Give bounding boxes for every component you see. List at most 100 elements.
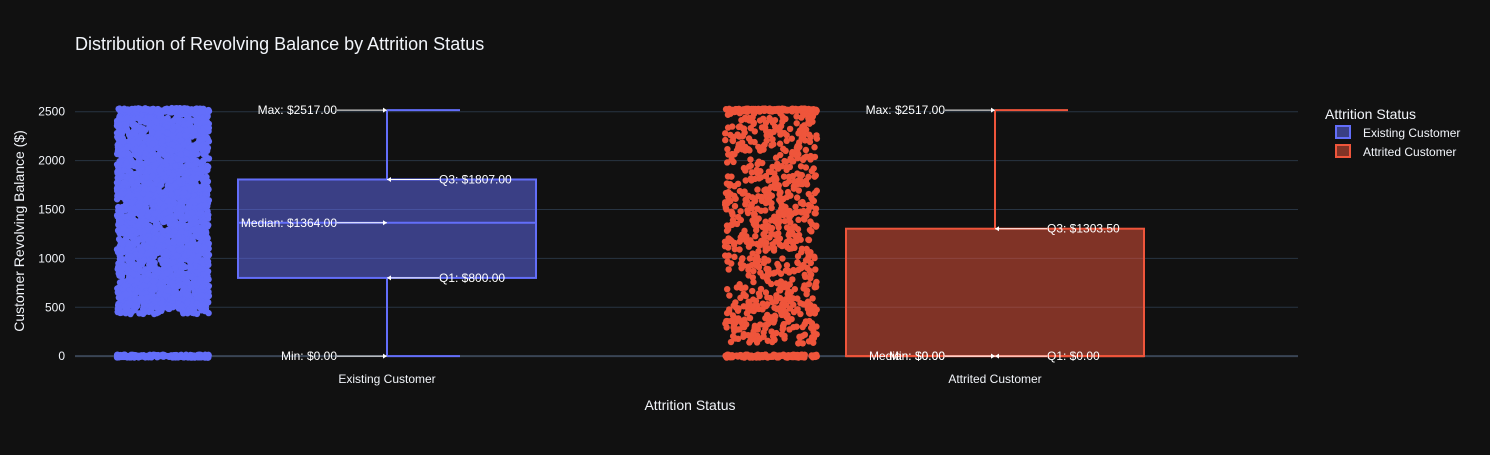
data-point: [170, 239, 178, 246]
data-point: [136, 310, 143, 317]
data-point: [788, 294, 795, 302]
data-point: [793, 353, 800, 361]
data-point: [199, 115, 206, 123]
data-point: [133, 277, 140, 284]
data-point: [742, 167, 749, 174]
data-point: [808, 334, 816, 341]
data-point: [156, 167, 163, 174]
data-point: [149, 156, 156, 163]
data-point: [722, 130, 729, 137]
arrow-head: [995, 226, 999, 232]
box-existing-customer: [237, 109, 537, 358]
data-point: [780, 173, 788, 180]
data-point: [731, 202, 739, 210]
data-point: [156, 199, 163, 207]
data-point: [730, 133, 737, 141]
data-point: [722, 204, 730, 212]
data-point: [725, 188, 732, 196]
data-point: [729, 123, 736, 130]
data-point: [723, 285, 731, 293]
data-point: [123, 306, 130, 314]
data-point: [194, 196, 202, 204]
data-point: [175, 143, 182, 151]
data-point: [764, 257, 772, 264]
data-point: [143, 221, 150, 228]
data-point: [136, 202, 143, 210]
data-point: [185, 114, 192, 121]
data-point: [743, 321, 750, 328]
data-point: [766, 114, 773, 122]
data-point: [741, 188, 748, 195]
jitter-points: [113, 104, 821, 361]
data-point: [739, 231, 746, 238]
data-point: [756, 292, 763, 300]
data-point: [812, 266, 819, 273]
data-point: [792, 203, 799, 210]
data-point: [795, 231, 803, 239]
data-point: [147, 107, 155, 115]
data-point: [120, 179, 128, 186]
axes: 0 500 1000 1500 2000 2500 Existing Customer Att…: [38, 105, 1041, 386]
data-point: [124, 246, 131, 253]
data-point: [724, 258, 731, 265]
data-point: [124, 228, 132, 235]
data-point: [770, 247, 778, 254]
data-point: [124, 114, 131, 121]
legend-label: Attrited Customer: [1363, 145, 1456, 159]
data-point: [735, 141, 742, 148]
data-point: [755, 248, 762, 255]
data-point: [161, 218, 168, 225]
data-point: [771, 336, 778, 344]
data-point: [753, 169, 761, 177]
data-point: [721, 243, 729, 250]
data-point: [204, 268, 212, 275]
data-point: [769, 241, 776, 248]
data-point: [744, 303, 751, 310]
data-point: [805, 131, 813, 138]
data-point: [134, 191, 141, 198]
data-point: [162, 158, 169, 165]
data-point: [147, 114, 154, 121]
data-point: [170, 294, 177, 302]
data-point: [755, 143, 762, 151]
data-point: [175, 107, 182, 114]
data-point: [782, 267, 790, 274]
data-point: [170, 259, 177, 266]
legend-item-existing-customer[interactable]: Existing Customer: [1335, 125, 1460, 140]
data-point: [121, 282, 128, 289]
data-point: [802, 177, 810, 184]
data-point: [755, 158, 763, 165]
data-point: [794, 142, 801, 150]
legend-item-attrited-customer[interactable]: Attrited Customer: [1335, 144, 1456, 159]
data-point: [747, 237, 754, 244]
data-point: [136, 244, 143, 252]
data-point: [774, 160, 781, 168]
data-point: [176, 246, 183, 254]
data-point: [764, 245, 772, 252]
data-point: [203, 275, 210, 283]
data-point: [177, 151, 184, 158]
data-point: [762, 289, 770, 296]
data-point: [802, 257, 810, 264]
data-point: [185, 120, 192, 127]
data-point: [201, 144, 208, 151]
data-point: [169, 141, 176, 148]
q1-label: Q1: $800.00: [439, 271, 505, 285]
data-point: [193, 241, 201, 249]
data-point: [761, 352, 769, 360]
data-point: [116, 115, 124, 123]
data-point: [808, 107, 815, 114]
data-point: [188, 244, 195, 251]
data-point: [164, 153, 171, 160]
data-point: [783, 131, 790, 139]
data-point: [785, 207, 793, 215]
data-point: [148, 239, 156, 247]
data-point: [740, 290, 747, 298]
data-point: [810, 339, 817, 346]
data-point: [800, 105, 807, 112]
data-point: [745, 298, 752, 305]
data-point: [157, 256, 164, 264]
data-point: [807, 306, 814, 313]
data-point: [725, 235, 732, 242]
data-point: [144, 212, 152, 220]
